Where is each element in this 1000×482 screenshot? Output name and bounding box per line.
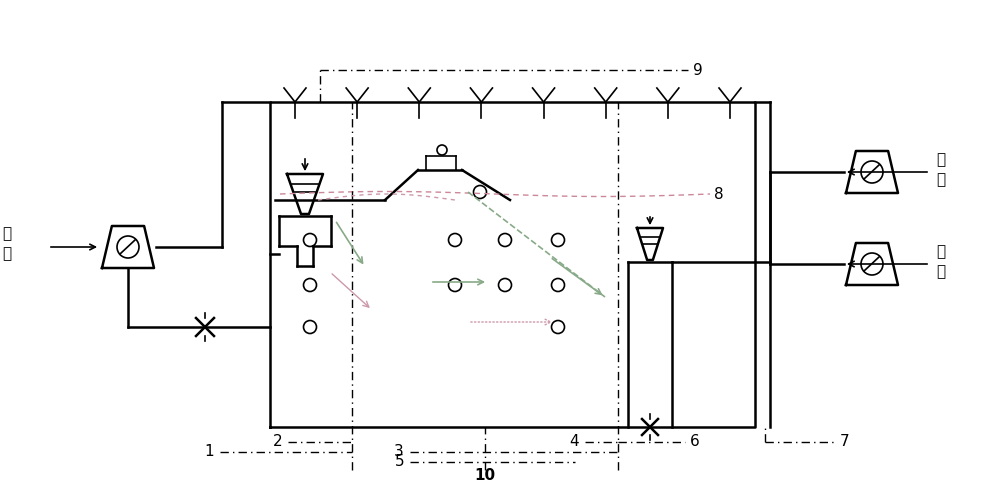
Text: 9: 9 [693, 63, 703, 78]
Text: 水: 水 [936, 264, 945, 279]
Text: 5: 5 [394, 455, 404, 469]
Text: 4: 4 [569, 434, 579, 450]
Text: 进: 进 [2, 226, 11, 241]
Text: 2: 2 [272, 434, 282, 450]
Text: 进: 进 [936, 152, 945, 167]
Text: 7: 7 [840, 434, 850, 450]
Text: 进: 进 [936, 244, 945, 259]
Text: 10: 10 [474, 468, 496, 482]
Text: 3: 3 [394, 444, 404, 459]
Text: 6: 6 [690, 434, 700, 450]
Text: 1: 1 [204, 444, 214, 459]
Text: 水: 水 [2, 246, 11, 261]
Text: 水: 水 [936, 172, 945, 187]
Text: 8: 8 [714, 187, 724, 201]
